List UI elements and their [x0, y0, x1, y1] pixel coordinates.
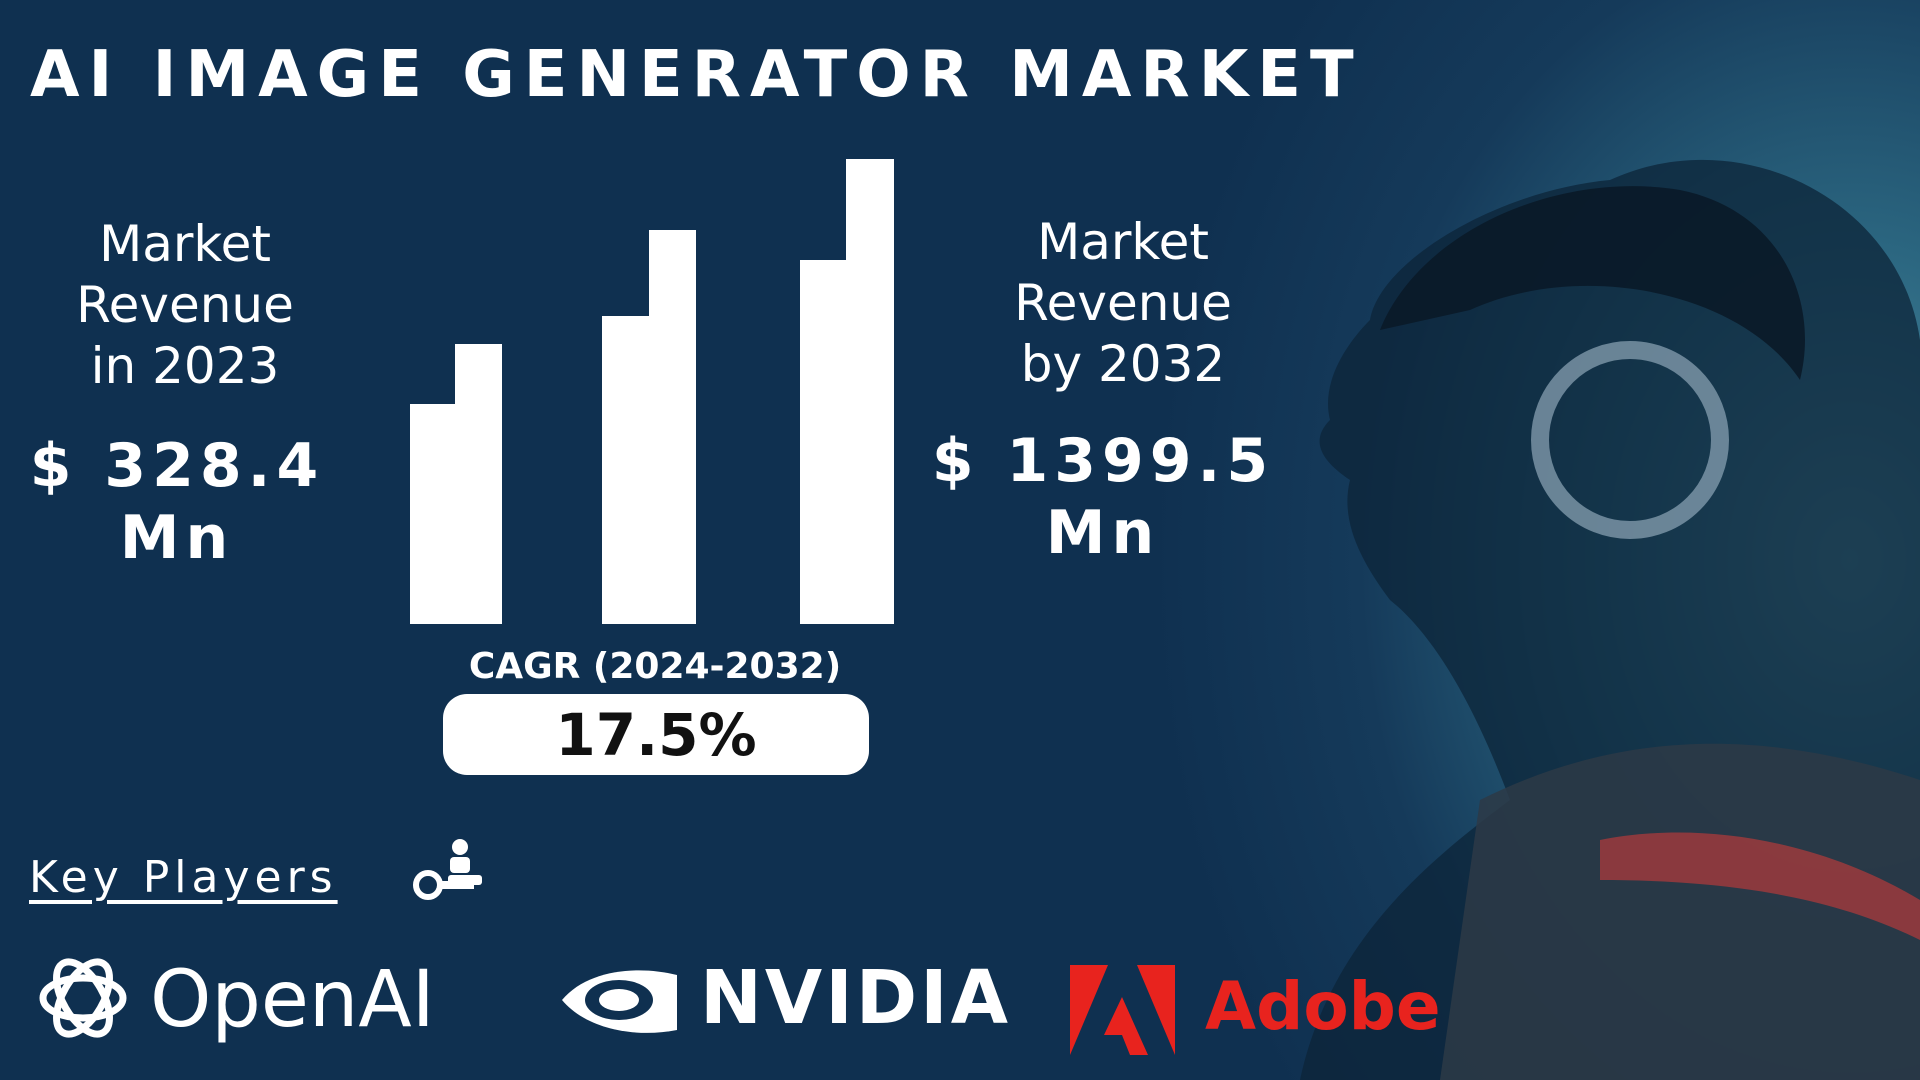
value-line: $ 328.4 [29, 431, 325, 501]
player-logo: OpenAI [150, 955, 435, 1045]
cagr-label: CAGR (2024-2032) [468, 646, 842, 687]
left-value: $ 328.4 Mn [0, 430, 377, 574]
adobe-icon [1070, 965, 1175, 1055]
player-logo: NVIDIA [700, 955, 1011, 1041]
label-line: Revenue [1014, 274, 1232, 332]
right-value: $ 1399.5 Mn [903, 425, 1303, 569]
key-icon [413, 839, 482, 900]
portrait-silhouette [1300, 159, 1920, 1080]
value-line: $ 1399.5 [931, 426, 1275, 496]
key-players-heading: Key Players [29, 852, 338, 903]
label-line: Market [1037, 213, 1209, 271]
label-line: Revenue [76, 276, 294, 334]
player-logo: Adobe [1205, 968, 1441, 1045]
openai-icon [39, 958, 127, 1038]
label-line: by 2032 [1020, 335, 1226, 393]
value-line: Mn [1045, 498, 1161, 568]
nvidia-icon [562, 970, 677, 1033]
value-line: Mn [119, 503, 235, 573]
right-label: Market Revenue by 2032 [943, 212, 1303, 395]
title: AI IMAGE GENERATOR MARKET [30, 38, 1363, 112]
label-line: in 2023 [90, 337, 280, 395]
left-label: Market Revenue in 2023 [5, 214, 365, 397]
cagr-value: 17.5% [443, 694, 869, 775]
label-line: Market [99, 215, 271, 273]
